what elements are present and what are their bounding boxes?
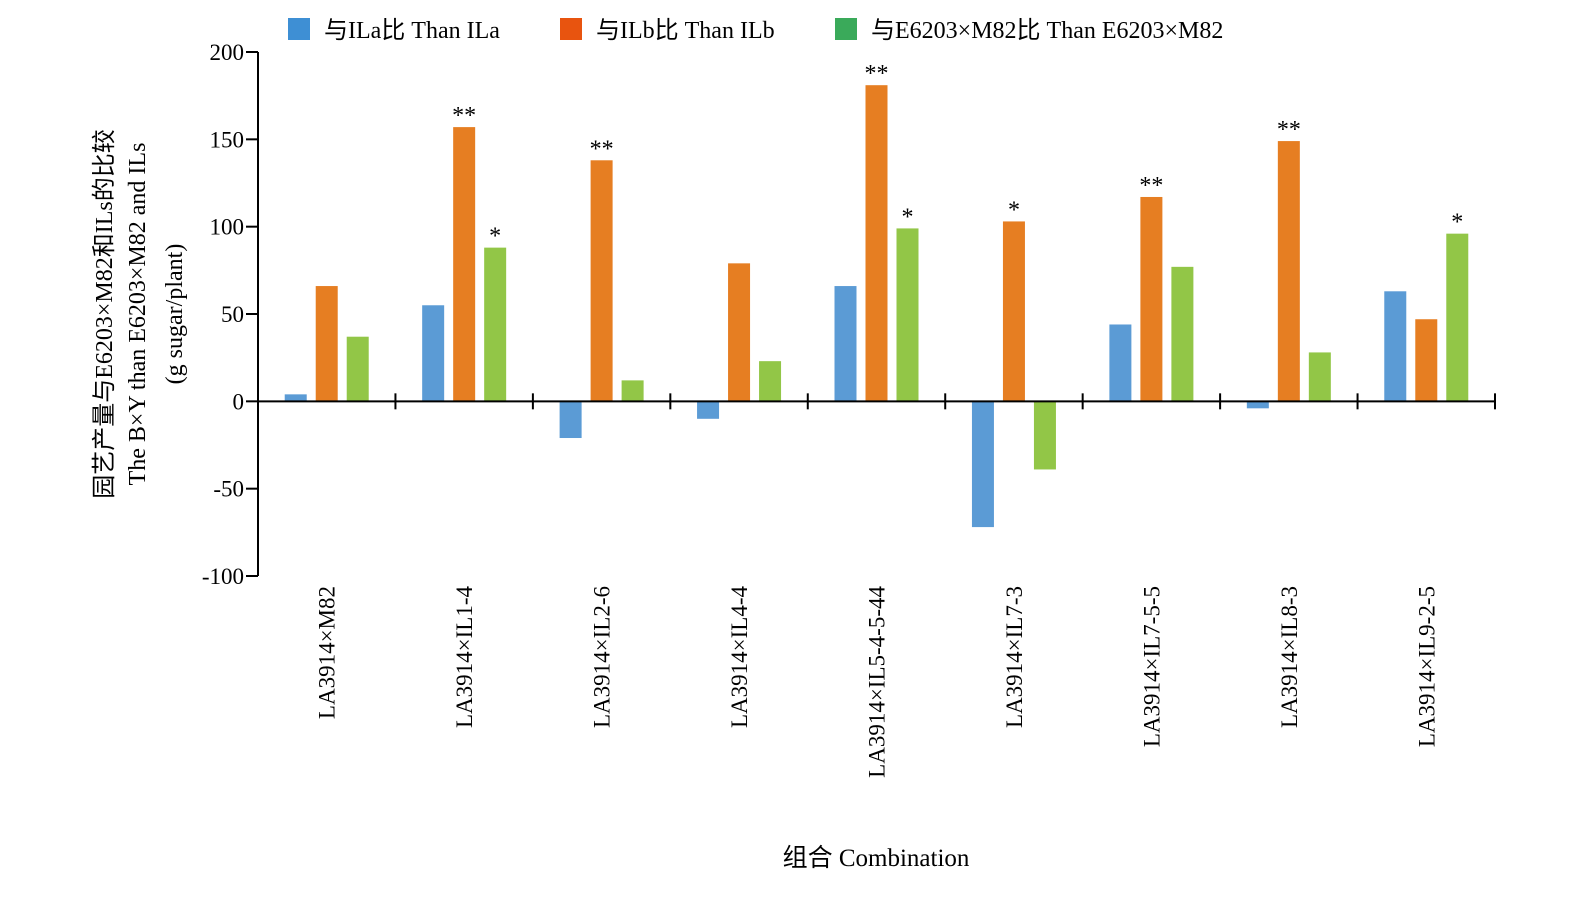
bar xyxy=(453,127,476,402)
bar xyxy=(1140,196,1163,402)
bar xyxy=(590,160,613,402)
y-axis-title-line: 园艺产量与E6203×M82和ILs的比较 xyxy=(91,129,118,499)
y-axis-title-line: (g sugar/plant) xyxy=(162,244,188,385)
y-axis-title: 园艺产量与E6203×M82和ILs的比较 The B×Y than E6203×… xyxy=(91,129,188,499)
bar xyxy=(315,286,338,402)
category-label: LA3914×IL1-4 xyxy=(452,586,477,728)
bar xyxy=(1384,291,1407,402)
y-tick-label: 200 xyxy=(210,40,245,65)
bar xyxy=(834,286,857,402)
category-labels: LA3914×M82 LA3914×IL1-4 LA3914×IL2-6 LA3914… xyxy=(315,586,1440,778)
category-label: LA3914×IL5-4-5-44 xyxy=(865,586,890,778)
x-axis xyxy=(257,393,1496,410)
bar xyxy=(1277,141,1300,402)
significance-mark: * xyxy=(1008,197,1020,223)
bar xyxy=(1171,266,1194,402)
category-label: LA3914×IL2-6 xyxy=(590,586,615,728)
x-axis-title: 组合 Combination xyxy=(783,844,970,872)
legend-swatch xyxy=(835,18,857,40)
bar xyxy=(1109,324,1132,402)
significance-markers: ************* * xyxy=(452,61,1463,249)
bar xyxy=(896,228,919,402)
significance-mark: ** xyxy=(1277,117,1301,143)
bar xyxy=(1002,221,1025,402)
bar xyxy=(728,263,751,402)
significance-mark: * xyxy=(902,204,914,230)
legend-label: 与ILb比 Than ILb xyxy=(596,17,775,44)
legend-label: 与E6203×M82比 Than E6203×M82 xyxy=(871,17,1223,44)
bar xyxy=(759,361,782,402)
significance-mark: ** xyxy=(1139,173,1163,199)
category-label: LA3914×IL9-2-5 xyxy=(1414,586,1439,747)
significance-mark: ** xyxy=(590,136,614,162)
bar xyxy=(422,305,445,402)
significance-mark: ** xyxy=(452,103,476,129)
bar xyxy=(484,247,507,402)
bar xyxy=(1033,401,1056,470)
y-tick-label: -100 xyxy=(202,564,244,589)
bar xyxy=(559,401,582,439)
bar-series xyxy=(284,85,1469,528)
y-tick-label: 0 xyxy=(233,389,245,414)
bar xyxy=(346,336,369,402)
bar xyxy=(1246,401,1269,409)
category-label: LA3914×M82 xyxy=(315,586,340,719)
bar xyxy=(284,394,307,402)
y-tick-label: -50 xyxy=(213,477,244,502)
category-label: LA3914×IL7-5-5 xyxy=(1139,586,1164,747)
bar xyxy=(1415,319,1438,402)
bar xyxy=(865,85,888,402)
bar xyxy=(1308,352,1331,402)
y-tick-label: 100 xyxy=(210,215,245,240)
legend: 与ILa比 Than ILa 与ILb比 Than ILb 与E6203×M82比 … xyxy=(288,17,1223,44)
y-tick-label: 150 xyxy=(210,127,245,152)
significance-mark: ** xyxy=(865,61,889,87)
category-label: LA3914×IL7-3 xyxy=(1002,586,1027,728)
significance-mark: * xyxy=(1451,210,1463,236)
legend-swatch xyxy=(560,18,582,40)
legend-swatch xyxy=(288,18,310,40)
y-axis-title-line: The B×Y than E6203×M82 and ILs xyxy=(125,143,151,486)
bar xyxy=(971,401,994,528)
bar xyxy=(697,401,720,419)
category-label: LA3914×IL8-3 xyxy=(1277,586,1302,728)
bar xyxy=(621,380,644,402)
category-label: LA3914×IL4-4 xyxy=(727,586,752,728)
bar xyxy=(1446,233,1469,402)
significance-mark: * xyxy=(489,224,501,250)
legend-label: 与ILa比 Than ILa xyxy=(324,17,500,44)
y-tick-label: 50 xyxy=(221,302,244,327)
y-axis: 200 150 100 50 0 -50 -100 xyxy=(202,40,259,589)
